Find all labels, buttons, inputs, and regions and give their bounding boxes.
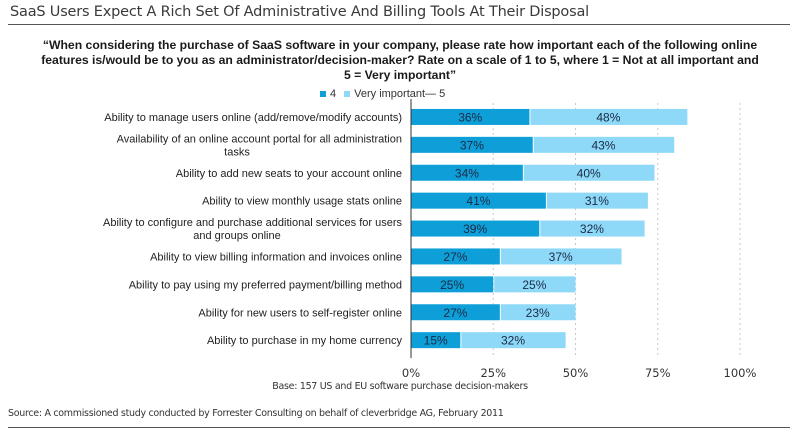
x-tick-label: 50% (563, 366, 589, 380)
data-label: 15% (424, 334, 448, 348)
data-label: 37% (549, 250, 573, 264)
category-label: Ability for new users to self-register o… (198, 307, 402, 319)
bar-seriesVeryimportant5-row-3 (546, 192, 648, 209)
title-divider (8, 24, 790, 25)
legend-item-4: 4 (320, 88, 336, 100)
legend-item-5: Very important— 5 (344, 88, 445, 100)
data-label: 32% (501, 334, 525, 348)
x-tick-label: 25% (480, 366, 506, 380)
bar-series4-row-7 (411, 304, 500, 321)
legend-label-4: 4 (330, 88, 337, 100)
data-label: 31% (585, 194, 609, 208)
bar-seriesVeryimportant5-row-6 (494, 276, 576, 293)
bar-seriesVeryimportant5-row-5 (500, 248, 622, 265)
data-label: 32% (580, 222, 604, 236)
survey-question: “When considering the purchase of SaaS s… (41, 38, 759, 82)
bar-seriesVeryimportant5-row-2 (523, 164, 655, 181)
footer-divider (8, 427, 790, 428)
bar-seriesVeryimportant5-row-8 (461, 332, 566, 349)
legend-swatch-4 (320, 91, 326, 97)
page-title: SaaS Users Expect A Rich Set Of Administ… (10, 4, 589, 20)
bar-series4-row-6 (411, 276, 494, 293)
category-label: Availability of an online account portal… (117, 133, 402, 145)
bar-series4-row-2 (411, 164, 523, 181)
category-label: Ability to configure and purchase additi… (103, 217, 402, 229)
category-label: Ability to view monthly usage stats onli… (202, 196, 402, 208)
data-label: 27% (443, 306, 467, 320)
data-label: 48% (596, 110, 620, 124)
legend-swatch-5 (344, 91, 351, 97)
data-label: 36% (458, 110, 482, 124)
chart-legend: 4 Very important— 5 (320, 88, 449, 100)
data-label: 43% (591, 138, 615, 152)
data-label: 27% (443, 250, 467, 264)
data-label: 37% (460, 138, 484, 152)
bar-series4-row-5 (411, 248, 500, 265)
bar-seriesVeryimportant5-row-0 (530, 108, 688, 125)
data-label: 25% (522, 278, 546, 292)
data-label: 40% (577, 166, 601, 180)
category-label: Ability to view billing information and … (150, 251, 402, 263)
data-label: 41% (466, 194, 490, 208)
x-tick-label: 100% (724, 366, 757, 380)
source-note: Source: A commissioned study conducted b… (8, 408, 504, 419)
bar-series4-row-0 (411, 108, 530, 125)
base-note: Base: 157 US and EU software purchase de… (272, 381, 528, 392)
bar-series4-row-8 (411, 332, 461, 349)
x-tick-label: 0% (402, 366, 420, 380)
bar-series4-row-1 (411, 136, 533, 153)
category-label: tasks (224, 146, 250, 158)
bar-seriesVeryimportant5-row-1 (533, 136, 675, 153)
category-label: Ability to pay using my preferred paymen… (129, 279, 402, 291)
bar-series4-row-4 (411, 220, 540, 237)
category-label: Ability to add new seats to your account… (176, 168, 402, 180)
category-label: Ability to purchase in my home currency (207, 335, 403, 347)
x-tick-label: 75% (645, 366, 671, 380)
data-label: 34% (455, 166, 479, 180)
category-label: Ability to manage users online (add/remo… (104, 112, 402, 124)
bar-seriesVeryimportant5-row-4 (540, 220, 645, 237)
data-label: 39% (463, 222, 487, 236)
bar-series4-row-3 (411, 192, 546, 209)
bar-seriesVeryimportant5-row-7 (500, 304, 576, 321)
category-label: and groups online (193, 230, 280, 242)
data-label: 25% (440, 278, 464, 292)
data-label: 23% (526, 306, 550, 320)
legend-label-5: Very important— 5 (354, 88, 446, 100)
